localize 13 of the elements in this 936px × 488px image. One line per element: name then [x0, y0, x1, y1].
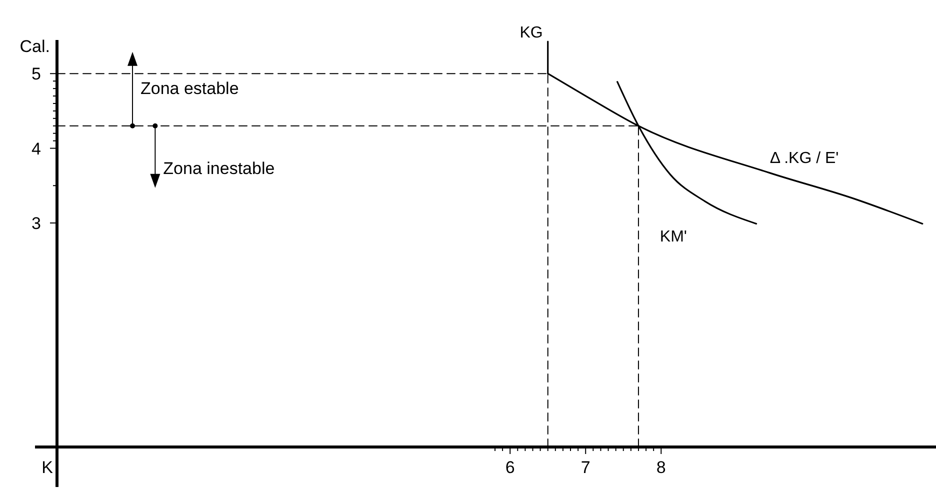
annotation: Zona estable: [140, 78, 239, 98]
series-label: Δ .KG / E': [770, 150, 839, 167]
text: K: [42, 458, 54, 477]
text: KM': [660, 228, 687, 246]
y-axis-title: Cal.: [20, 37, 50, 56]
series-label: KG: [520, 24, 543, 42]
x-tick-label: 7: [580, 458, 590, 477]
y-tick-label: 5: [32, 64, 41, 84]
annotation: Zona inestable: [163, 158, 275, 178]
x-tick-label: 8: [656, 458, 666, 477]
y-tick-label: 4: [32, 139, 41, 158]
x-tick-label: 6: [505, 458, 515, 477]
y-tick-label: 3: [32, 214, 41, 233]
